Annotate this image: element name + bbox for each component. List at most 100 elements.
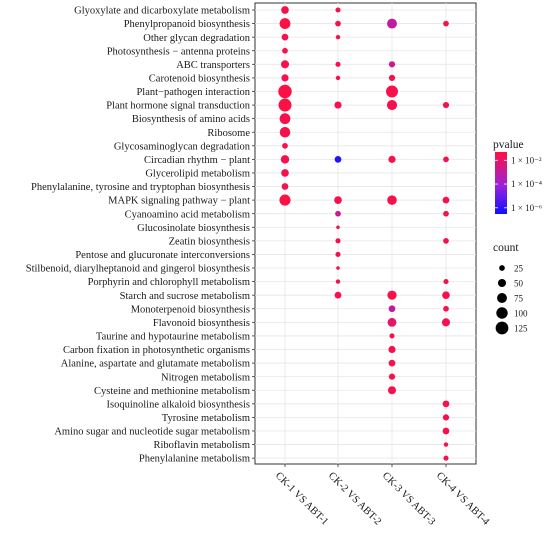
data-point [279, 126, 291, 138]
data-point [334, 101, 342, 109]
size-legend-title: count [493, 242, 519, 254]
data-point [335, 238, 341, 244]
y-tick-label: Cysteine and methionine metabolism [94, 386, 250, 397]
data-point [280, 60, 290, 69]
y-tick-label: Nitrogen metabolism [161, 372, 250, 383]
data-point [387, 386, 397, 395]
data-point [443, 20, 449, 27]
y-tick-label: Carbon fixation in photosynthetic organi… [63, 345, 250, 356]
size-legend-label: 25 [514, 264, 524, 274]
data-point [442, 196, 450, 204]
data-point [389, 333, 395, 339]
data-points [278, 6, 451, 461]
color-legend-bar [495, 152, 507, 214]
data-point [278, 98, 292, 112]
data-point [442, 291, 450, 299]
data-point [387, 290, 397, 300]
size-legend-label: 100 [514, 309, 528, 319]
data-point [335, 279, 341, 284]
data-point [334, 196, 342, 204]
y-tick-label: Tyrosine metabolism [162, 413, 250, 424]
data-point [442, 414, 450, 421]
size-legend-label: 125 [514, 324, 528, 334]
y-axis-labels: Glyoxylate and dicarboxylate metabolism P… [26, 6, 255, 465]
y-tick-label: Biosynthesis of amino acids [132, 114, 250, 125]
y-tick-label: Cyanoamino acid metabolism [125, 209, 250, 220]
data-point [281, 74, 289, 82]
y-tick-label: Phenylpropanoid biosynthesis [124, 19, 250, 30]
data-point [388, 61, 396, 68]
y-tick-label: Plant−pathogen interaction [136, 87, 250, 98]
data-point [278, 84, 292, 99]
y-tick-label: Riboflavin metabolism [153, 440, 250, 451]
y-tick-label: MAPK signaling pathway − plant [108, 196, 250, 207]
y-tick-label: Glycosaminoglycan degradation [114, 141, 251, 152]
size-legend-items: 25 50 75 100 125 [495, 264, 528, 335]
size-legend-dot [497, 293, 507, 303]
y-tick-label: Glucosinolate biosynthesis [137, 223, 250, 234]
data-point [443, 156, 449, 163]
y-tick-label: Alanine, aspartate and glutamate metabol… [61, 359, 250, 370]
data-point [443, 238, 449, 244]
size-legend-dot [497, 278, 507, 288]
data-point [280, 155, 290, 164]
data-point [443, 305, 449, 312]
data-point [386, 99, 398, 111]
y-tick-label: Photosynthesis − antenna proteins [107, 46, 250, 57]
y-tick-label: Amino sugar and nucleotide sugar metabol… [54, 427, 250, 438]
y-tick-label: Porphyrin and chlorophyll metabolism [88, 277, 250, 288]
x-tick-label: CK-4 VS ABT-4 [434, 470, 492, 528]
data-point [281, 183, 289, 190]
data-point [388, 74, 396, 82]
y-tick-label: Starch and sucrose metabolism [120, 291, 250, 302]
data-point [281, 33, 289, 41]
size-legend-dot [495, 321, 509, 335]
color-legend-ticks: 1 × 10⁻² 1 × 10⁻⁴ 1 × 10⁻⁶ [495, 155, 542, 213]
y-tick-label: Flavonoid biosynthesis [153, 318, 250, 329]
data-point [335, 20, 341, 27]
y-tick-label: Monoterpenoid biosynthesis [131, 304, 250, 315]
y-tick-label: Taurine and hypotaurine metabolism [96, 332, 250, 343]
y-tick-label: Plant hormone signal transduction [106, 101, 251, 112]
color-legend-tick-label: 1 × 10⁻⁶ [511, 203, 542, 213]
data-point [443, 455, 449, 461]
color-legend-tick-label: 1 × 10⁻⁴ [511, 179, 542, 189]
y-tick-label: Circadian rhythm − plant [144, 155, 250, 166]
data-point [279, 113, 291, 125]
data-point [282, 142, 288, 149]
data-point [281, 6, 289, 14]
grid [255, 3, 476, 464]
data-point [281, 169, 289, 177]
plot-panel [254, 2, 477, 465]
y-tick-label: Glyoxylate and dicarboxylate metabolism [74, 6, 250, 17]
data-point [336, 225, 340, 230]
data-point [388, 155, 396, 163]
data-point [336, 266, 340, 270]
y-tick-label: Pentose and glucuronate interconversions [75, 250, 250, 261]
data-point [443, 442, 449, 447]
x-tick-label: CK-1 VS ABT-1 [273, 470, 330, 527]
y-tick-label: ABC transporters [176, 60, 250, 71]
data-point [335, 61, 341, 67]
data-point [442, 400, 450, 408]
y-tick-label: Isoquinoline alkaloid biosynthesis [107, 399, 251, 410]
x-axis-labels: CK-1 VS ABT-1CK-2 VS ABT-2CK-3 VS ABT-3C… [273, 464, 492, 528]
y-tick-label: Phenylalanine metabolism [139, 454, 250, 465]
legends: pvalue 1 × 10⁻² 1 × 10⁻⁴ 1 × 10⁻⁶ count 25… [493, 139, 542, 335]
y-tick-label: Stilbenoid, diarylheptanoid and gingerol… [26, 264, 250, 275]
x-tick-label: CK-2 VS ABT-2 [326, 470, 383, 527]
y-tick-label: Glycerolipid metabolism [145, 169, 250, 180]
data-point [334, 291, 342, 299]
data-point [335, 7, 341, 13]
y-tick-label: Other glycan degradation [143, 33, 250, 44]
data-point [442, 101, 450, 109]
data-point [387, 317, 397, 327]
data-point [388, 345, 396, 354]
data-point [334, 156, 342, 163]
data-point [387, 195, 397, 205]
x-tick-label: CK-3 VS ABT-3 [380, 470, 437, 527]
y-tick-label: Phenylalanine, tyrosine and tryptophan b… [31, 182, 250, 193]
data-point [388, 359, 396, 367]
